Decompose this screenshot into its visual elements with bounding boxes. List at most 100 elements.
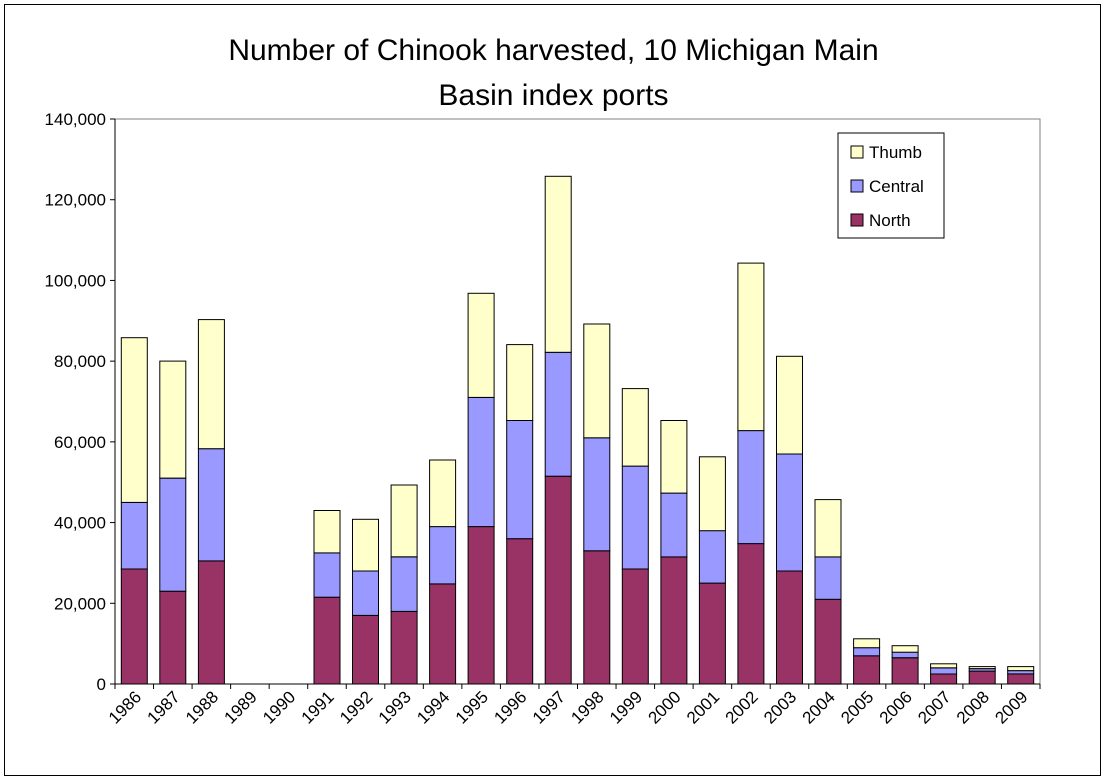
- bar-north-1988: [197, 560, 225, 685]
- bar-north-1987: [159, 590, 187, 685]
- x-tick-label: 2003: [760, 687, 800, 727]
- bar-thumb-1992: [352, 518, 379, 572]
- legend-swatch-thumb: [850, 145, 864, 159]
- bar-north-2004: [814, 598, 842, 685]
- bar-thumb-1986: [120, 337, 148, 503]
- bar-thumb-1995: [467, 292, 495, 398]
- bar-north-2008: [968, 670, 996, 685]
- bar-north-1996: [506, 538, 534, 685]
- bar-north-2003: [776, 570, 803, 685]
- bar-thumb-1998: [583, 323, 611, 439]
- bar-central-2004: [814, 556, 842, 600]
- x-tick-label: 1990: [259, 687, 299, 727]
- x-tick-label: 1994: [413, 687, 453, 727]
- bar-north-2000: [660, 556, 688, 685]
- legend: Thumb Central North: [837, 132, 945, 239]
- bar-central-2007: [930, 667, 958, 675]
- bar-central-2006: [891, 651, 919, 659]
- bar-north-1993: [390, 610, 418, 685]
- x-tick-label: 1993: [375, 687, 415, 727]
- bar-thumb-2003: [776, 355, 803, 455]
- bar-north-2009: [1007, 673, 1035, 685]
- bar-thumb-2007: [930, 663, 958, 669]
- y-tick-label: 40,000: [54, 514, 106, 533]
- bar-central-1993: [390, 556, 418, 612]
- bar-central-1992: [352, 570, 379, 616]
- bar-thumb-2006: [891, 645, 919, 653]
- bar-central-1998: [583, 437, 611, 552]
- x-tick-label: 1987: [143, 687, 183, 727]
- x-tick-label: 1998: [567, 687, 607, 727]
- bar-thumb-1994: [429, 459, 457, 528]
- x-tick-label: 1999: [606, 687, 646, 727]
- bar-central-2005: [853, 647, 881, 657]
- bar-north-1991: [313, 596, 341, 685]
- bar-thumb-2009: [1007, 666, 1035, 672]
- bar-thumb-2004: [814, 499, 842, 558]
- x-tick-label: 2000: [644, 687, 684, 727]
- x-tick-label: 1986: [105, 687, 145, 727]
- chart-title-line-1: Number of Chinook harvested, 10 Michigan…: [228, 34, 879, 67]
- bar-thumb-2001: [698, 456, 726, 532]
- bar-central-2009: [1007, 670, 1035, 675]
- bar-thumb-1988: [197, 319, 225, 450]
- x-tick-label: 2001: [683, 687, 723, 727]
- x-tick-label: 1989: [221, 687, 261, 727]
- bar-central-1986: [120, 501, 148, 570]
- x-tick-label: 2005: [837, 687, 877, 727]
- y-tick-label: 20,000: [54, 594, 106, 613]
- chart-title-line-2: Basin index ports: [438, 79, 669, 112]
- bar-north-1986: [120, 568, 148, 685]
- y-tick-label: 60,000: [54, 433, 106, 452]
- x-tick-label: 1991: [298, 687, 338, 727]
- bar-central-1991: [313, 552, 341, 598]
- bar-central-1994: [429, 526, 457, 585]
- bar-thumb-1993: [390, 484, 418, 558]
- bar-north-2005: [853, 655, 881, 685]
- y-tick-label: 100,000: [45, 271, 106, 290]
- bar-north-1994: [429, 583, 457, 685]
- x-tick-label: 1995: [452, 687, 492, 727]
- bar-central-2003: [776, 453, 803, 572]
- x-tick-label: 2007: [914, 687, 954, 727]
- bar-central-2001: [698, 530, 726, 584]
- bar-central-1988: [197, 448, 225, 562]
- legend-label-north: North: [869, 211, 911, 230]
- x-tick-label: 2008: [953, 687, 993, 727]
- bar-north-1995: [467, 526, 495, 685]
- bar-central-1997: [544, 351, 572, 477]
- bar-thumb-1996: [506, 344, 534, 422]
- bar-central-1987: [159, 477, 187, 592]
- bar-north-1998: [583, 550, 611, 685]
- x-tick-label: 1992: [336, 687, 376, 727]
- bar-thumb-2002: [737, 262, 765, 432]
- bar-thumb-1987: [159, 360, 187, 479]
- bar-thumb-1991: [313, 510, 341, 554]
- y-tick-label: 0: [97, 675, 106, 694]
- x-tick-label: 1996: [490, 687, 530, 727]
- chart-title: Number of Chinook harvested, 10 Michigan…: [0, 28, 1107, 118]
- x-tick-label: 2009: [991, 687, 1031, 727]
- bar-central-1996: [506, 420, 534, 540]
- bar-central-1999: [621, 465, 649, 570]
- bar-north-2002: [737, 543, 765, 685]
- bar-north-1999: [621, 568, 649, 685]
- x-tick-label: 2002: [722, 687, 762, 727]
- x-tick-label: 2004: [799, 687, 839, 727]
- y-tick-label: 80,000: [54, 352, 106, 371]
- legend-label-thumb: Thumb: [869, 143, 922, 162]
- legend-swatch-north: [850, 213, 864, 227]
- bar-north-1997: [544, 475, 572, 685]
- bar-thumb-2005: [853, 638, 881, 649]
- y-tick-label: 120,000: [45, 191, 106, 210]
- bar-central-2000: [660, 492, 688, 558]
- bar-thumb-2000: [660, 420, 688, 494]
- y-tick-label: 140,000: [45, 110, 106, 129]
- x-tick-label: 2006: [876, 687, 916, 727]
- bar-central-2002: [737, 430, 765, 545]
- x-tick-label: 1988: [182, 687, 222, 727]
- bar-thumb-1997: [544, 175, 572, 353]
- bar-thumb-2008: [968, 666, 996, 670]
- bar-north-2007: [930, 673, 958, 685]
